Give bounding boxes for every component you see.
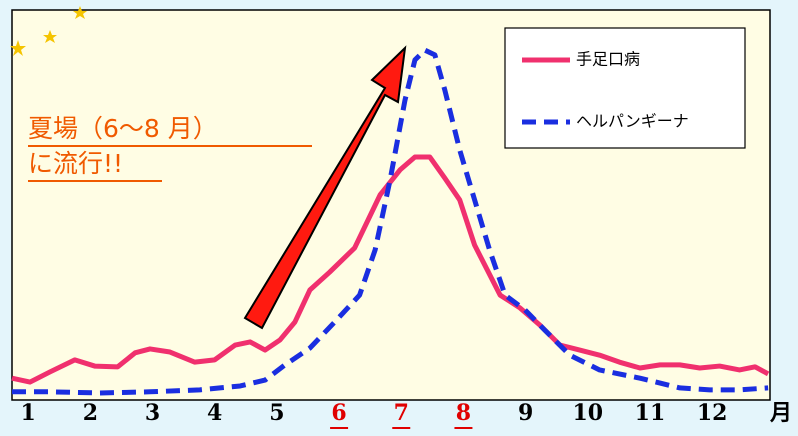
x-tick-label: 4 [207,400,222,426]
x-tick-label: 9 [518,400,533,426]
annotation: に流行!! [28,149,123,178]
x-tick-label: 5 [269,400,284,426]
x-tick-label: 2 [83,400,98,426]
x-tick-label: 1 [21,400,36,426]
x-tick-label: 3 [145,400,160,426]
x-tick-label: 8 [456,400,471,426]
x-tick-label: 11 [635,400,666,426]
legend-label: 手足口病 [576,50,640,69]
legend-label: ヘルパンギーナ [576,112,689,131]
annotation: 夏場（6〜8 月） [28,114,218,143]
x-tick-label: 12 [697,400,728,426]
x-tick-label: 7 [394,400,409,426]
x-axis-label: 月 [769,400,792,426]
x-tick-label: 6 [331,400,346,426]
chart: 夏場（6〜8 月） に流行!! 月 123456789101112手足口病ヘルパ… [0,0,798,436]
x-tick-label: 10 [572,400,603,426]
